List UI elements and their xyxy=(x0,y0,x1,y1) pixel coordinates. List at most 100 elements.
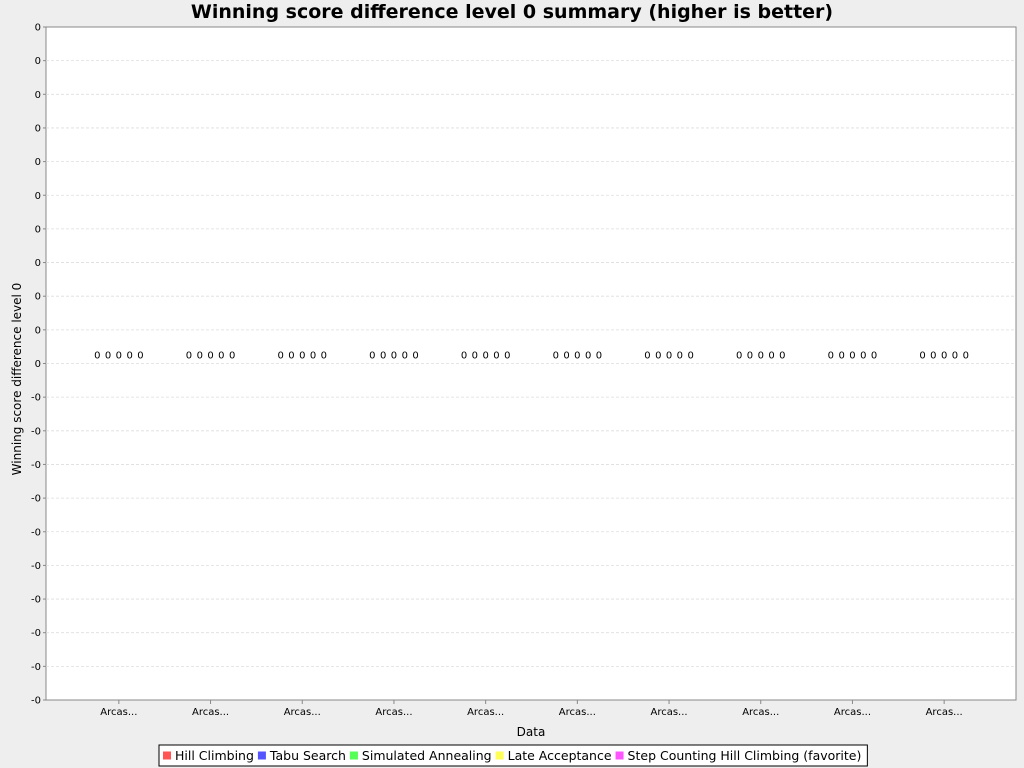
data-label: 0 xyxy=(299,351,305,362)
x-tick-label: Arcas... xyxy=(650,707,687,718)
y-tick-label: 0 xyxy=(35,157,41,168)
data-label: 0 xyxy=(504,351,510,362)
data-label: 0 xyxy=(952,351,958,362)
data-label: 0 xyxy=(666,351,672,362)
data-label: 0 xyxy=(687,351,693,362)
data-label: 0 xyxy=(736,351,742,362)
y-tick-label: 0 xyxy=(35,292,41,303)
data-label: 0 xyxy=(644,351,650,362)
y-tick-label: -0 xyxy=(31,628,41,639)
y-tick-label: 0 xyxy=(35,23,41,34)
y-tick-label: 0 xyxy=(35,359,41,370)
legend-box xyxy=(158,744,868,767)
x-tick-label: Arcas... xyxy=(284,707,321,718)
data-label: 0 xyxy=(380,351,386,362)
data-label: 0 xyxy=(137,351,143,362)
data-label: 0 xyxy=(321,351,327,362)
y-tick-label: -0 xyxy=(31,494,41,505)
data-label: 0 xyxy=(963,351,969,362)
y-tick-label: 0 xyxy=(35,56,41,67)
y-axis-label: Winning score difference level 0 xyxy=(10,283,24,476)
data-label: 0 xyxy=(574,351,580,362)
data-label: 0 xyxy=(553,351,559,362)
x-axis-label: Data xyxy=(517,725,546,739)
data-label: 0 xyxy=(596,351,602,362)
data-label: 0 xyxy=(207,351,213,362)
data-label: 0 xyxy=(126,351,132,362)
x-tick-label: Arcas... xyxy=(100,707,137,718)
data-label: 0 xyxy=(391,351,397,362)
y-tick-label: -0 xyxy=(31,393,41,404)
legend-swatch xyxy=(163,751,171,760)
data-label: 0 xyxy=(747,351,753,362)
data-label: 0 xyxy=(186,351,192,362)
data-label: 0 xyxy=(563,351,569,362)
x-tick-label: Arcas... xyxy=(834,707,871,718)
chart-title: Winning score difference level 0 summary… xyxy=(191,1,833,23)
grid-lines xyxy=(46,60,1016,667)
data-label: 0 xyxy=(472,351,478,362)
y-tick-label: -0 xyxy=(31,662,41,673)
data-label: 0 xyxy=(482,351,488,362)
data-label: 0 xyxy=(919,351,925,362)
data-label: 0 xyxy=(105,351,111,362)
data-label: 0 xyxy=(277,351,283,362)
data-label: 0 xyxy=(871,351,877,362)
legend-entry: Hill Climbing xyxy=(175,748,254,763)
data-label: 0 xyxy=(94,351,100,362)
data-label: 0 xyxy=(310,351,316,362)
x-axis-ticks: Arcas... Arcas... Arcas... Arcas... Arcas...… xyxy=(100,700,963,718)
data-label: 0 xyxy=(412,351,418,362)
data-label: 0 xyxy=(461,351,467,362)
legend-entry: Late Acceptance xyxy=(508,748,612,763)
data-label: 0 xyxy=(779,351,785,362)
data-label: 0 xyxy=(116,351,122,362)
y-tick-label: -0 xyxy=(31,527,41,538)
data-label: 0 xyxy=(655,351,661,362)
data-label: 0 xyxy=(860,351,866,362)
y-tick-label: -0 xyxy=(31,696,41,707)
data-label: 0 xyxy=(493,351,499,362)
y-tick-label: 0 xyxy=(35,325,41,336)
y-axis-ticks: 0 0 0 0 0 0 0 0 0 0 0 -0 -0 -0 -0 -0 -0 -0 -0 -0 -0 xyxy=(31,23,46,707)
legend-entry: Step Counting Hill Climbing (favorite) xyxy=(628,748,862,763)
legend-swatch xyxy=(495,751,504,760)
legend-swatch xyxy=(349,751,358,760)
data-label: 0 xyxy=(838,351,844,362)
data-label: 0 xyxy=(402,351,408,362)
x-tick-label: Arcas... xyxy=(467,707,504,718)
y-tick-label: 0 xyxy=(35,224,41,235)
legend-swatch xyxy=(257,751,266,760)
data-label: 0 xyxy=(758,351,764,362)
data-label: 0 xyxy=(197,351,203,362)
x-tick-label: Arcas... xyxy=(559,707,596,718)
data-label: 0 xyxy=(229,351,235,362)
legend-swatch xyxy=(615,751,624,760)
data-label: 0 xyxy=(218,351,224,362)
y-tick-label: 0 xyxy=(35,123,41,134)
y-tick-label: -0 xyxy=(31,561,41,572)
x-tick-label: Arcas... xyxy=(926,707,963,718)
data-label: 0 xyxy=(849,351,855,362)
legend: Hill Climbing Tabu Search Simulated Anneal… xyxy=(158,744,868,767)
y-tick-label: 0 xyxy=(35,90,41,101)
data-label: 0 xyxy=(828,351,834,362)
y-tick-label: -0 xyxy=(31,595,41,606)
x-tick-label: Arcas... xyxy=(375,707,412,718)
y-tick-label: -0 xyxy=(31,460,41,471)
data-label: 0 xyxy=(677,351,683,362)
y-tick-label: 0 xyxy=(35,191,41,202)
data-label: 0 xyxy=(930,351,936,362)
data-label: 0 xyxy=(288,351,294,362)
legend-entry: Simulated Annealing xyxy=(362,748,492,763)
data-label: 0 xyxy=(369,351,375,362)
y-tick-label: -0 xyxy=(31,426,41,437)
data-label: 0 xyxy=(585,351,591,362)
x-tick-label: Arcas... xyxy=(742,707,779,718)
x-tick-label: Arcas... xyxy=(192,707,229,718)
data-label: 0 xyxy=(768,351,774,362)
y-tick-label: 0 xyxy=(35,258,41,269)
data-label: 0 xyxy=(941,351,947,362)
